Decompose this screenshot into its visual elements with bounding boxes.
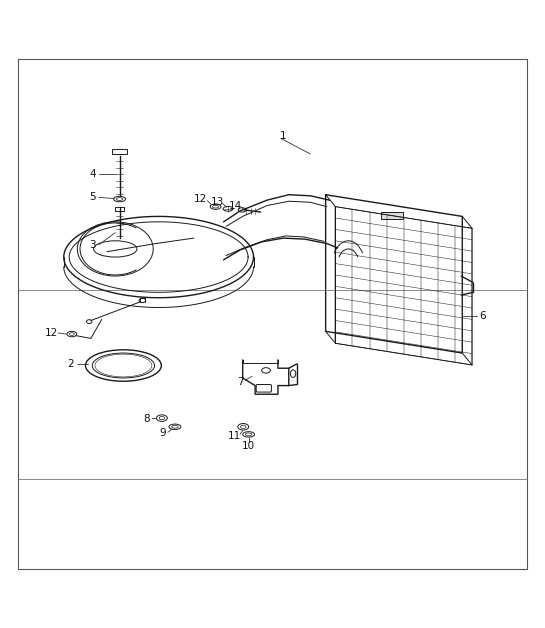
Text: 13: 13: [210, 197, 224, 207]
Text: 2: 2: [68, 359, 74, 369]
Text: 12: 12: [45, 328, 58, 338]
Text: 12: 12: [195, 194, 208, 204]
Text: 1: 1: [280, 131, 287, 141]
Text: 9: 9: [160, 428, 166, 438]
Ellipse shape: [113, 197, 125, 202]
Ellipse shape: [169, 424, 181, 430]
Ellipse shape: [243, 431, 255, 437]
Ellipse shape: [67, 332, 77, 337]
Text: 5: 5: [89, 192, 96, 202]
Text: 7: 7: [237, 377, 243, 387]
Ellipse shape: [238, 208, 246, 212]
Bar: [381, 212, 403, 219]
Ellipse shape: [210, 204, 221, 209]
Ellipse shape: [156, 415, 167, 421]
FancyBboxPatch shape: [256, 384, 271, 392]
FancyBboxPatch shape: [112, 149, 127, 154]
Text: 14: 14: [229, 200, 243, 210]
Text: 3: 3: [89, 240, 96, 249]
Text: 6: 6: [480, 311, 486, 321]
Bar: [115, 207, 124, 211]
Text: 11: 11: [228, 431, 241, 441]
Ellipse shape: [223, 207, 233, 211]
Text: 4: 4: [89, 169, 96, 179]
Ellipse shape: [238, 423, 249, 430]
Text: 8: 8: [143, 414, 150, 424]
Text: 10: 10: [241, 441, 255, 451]
